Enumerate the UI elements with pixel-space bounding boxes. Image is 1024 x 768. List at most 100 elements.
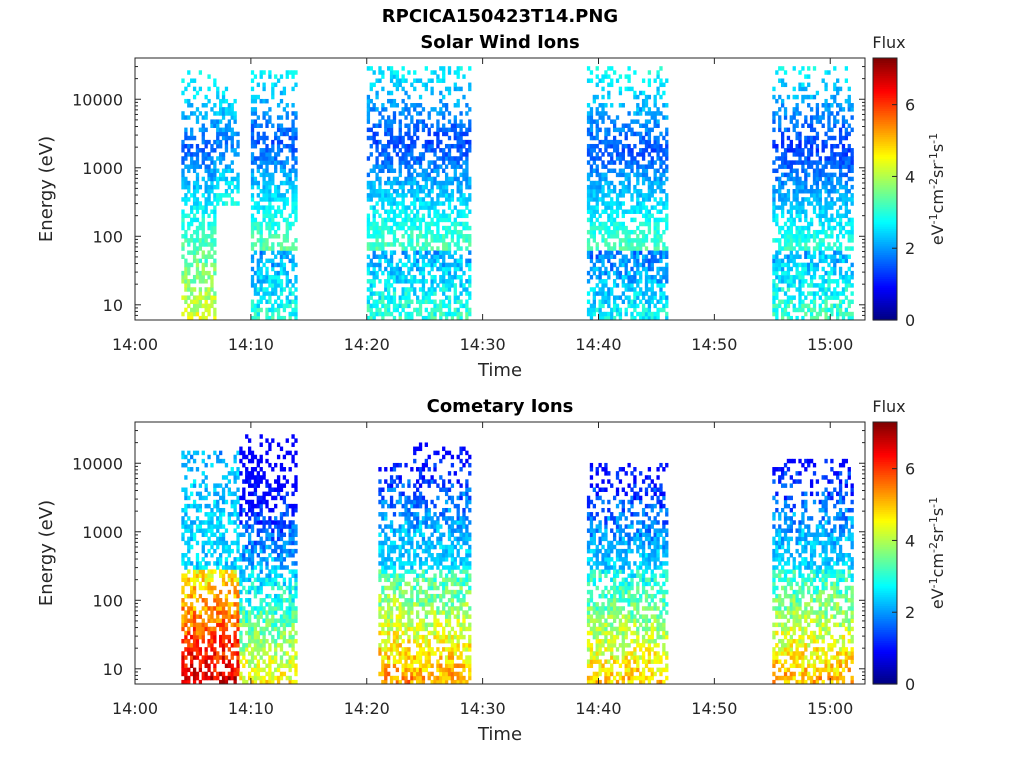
data-cell bbox=[439, 111, 443, 116]
data-cell bbox=[378, 123, 382, 128]
data-cell bbox=[662, 217, 666, 223]
data-cell bbox=[236, 610, 240, 615]
data-cell bbox=[276, 189, 281, 194]
data-cell bbox=[239, 659, 243, 664]
data-cell bbox=[644, 274, 649, 280]
data-cell bbox=[418, 94, 423, 100]
data-cell bbox=[453, 123, 457, 128]
data-cell bbox=[404, 205, 408, 210]
data-cell bbox=[259, 254, 263, 259]
data-cell bbox=[291, 205, 295, 210]
data-cell bbox=[662, 152, 666, 157]
data-cell bbox=[447, 160, 452, 165]
data-cell bbox=[236, 467, 240, 472]
data-cell bbox=[653, 115, 657, 120]
data-cell bbox=[291, 209, 295, 214]
data-cell bbox=[847, 123, 851, 128]
data-cell bbox=[830, 164, 834, 169]
data-cell bbox=[181, 614, 185, 619]
data-cell bbox=[607, 225, 611, 231]
data-cell bbox=[213, 250, 217, 255]
data-cell bbox=[207, 626, 211, 632]
data-cell bbox=[459, 229, 463, 235]
data-cell bbox=[369, 168, 373, 174]
data-cell bbox=[187, 184, 191, 190]
data-cell bbox=[285, 156, 289, 161]
data-cell bbox=[821, 115, 825, 120]
data-cell bbox=[627, 209, 631, 214]
data-cell bbox=[815, 103, 820, 108]
data-cell bbox=[253, 156, 258, 161]
data-cell bbox=[447, 262, 452, 268]
data-cell bbox=[250, 213, 255, 219]
data-cell bbox=[430, 205, 434, 210]
data-cell bbox=[285, 74, 289, 79]
data-cell bbox=[815, 291, 820, 296]
data-cell bbox=[369, 303, 373, 309]
data-cell bbox=[256, 209, 260, 214]
x-tick-label: 14:50 bbox=[691, 335, 737, 354]
data-cell bbox=[601, 172, 605, 178]
data-cell bbox=[792, 238, 796, 243]
data-cell bbox=[792, 254, 796, 259]
data-cell bbox=[384, 217, 388, 223]
data-cell bbox=[592, 225, 596, 231]
data-cell bbox=[407, 127, 411, 133]
data-cell bbox=[798, 176, 802, 182]
data-cell bbox=[387, 307, 391, 313]
data-cell bbox=[644, 193, 649, 198]
colorbar-tick-label: 4 bbox=[905, 167, 915, 186]
data-cell bbox=[801, 160, 805, 165]
data-cell bbox=[841, 258, 846, 264]
data-cell bbox=[213, 221, 217, 227]
data-cell bbox=[236, 548, 240, 554]
data-cell bbox=[433, 209, 437, 214]
data-cell bbox=[279, 115, 284, 120]
data-cell bbox=[424, 238, 428, 243]
data-cell bbox=[795, 262, 799, 268]
data-cell bbox=[607, 115, 611, 120]
data-cell bbox=[418, 229, 423, 235]
data-cell bbox=[804, 295, 808, 300]
data-cell bbox=[830, 148, 834, 153]
data-cell bbox=[659, 148, 663, 153]
data-cell bbox=[230, 667, 234, 673]
data-cell bbox=[366, 315, 371, 321]
data-cell bbox=[450, 123, 455, 128]
data-cell bbox=[250, 180, 255, 186]
data-cell bbox=[459, 143, 463, 149]
data-cell bbox=[465, 238, 469, 243]
data-cell bbox=[595, 123, 599, 128]
data-cell bbox=[459, 164, 463, 169]
data-cell bbox=[239, 565, 243, 570]
data-cell bbox=[827, 283, 831, 288]
data-cell bbox=[772, 127, 776, 133]
data-cell bbox=[291, 299, 295, 305]
data-cell bbox=[366, 242, 371, 247]
data-cell bbox=[236, 532, 240, 538]
data-cell bbox=[468, 139, 472, 145]
data-cell bbox=[804, 189, 808, 194]
data-cell bbox=[650, 283, 654, 288]
data-cell bbox=[595, 193, 599, 198]
data-cell bbox=[207, 225, 211, 231]
data-cell bbox=[812, 270, 817, 276]
data-cell bbox=[213, 651, 217, 656]
data-cell bbox=[456, 131, 460, 137]
data-cell bbox=[233, 638, 237, 644]
data-cell bbox=[427, 229, 431, 235]
colorbar-segment bbox=[873, 106, 897, 109]
data-cell bbox=[424, 242, 428, 247]
data-cell bbox=[190, 217, 194, 223]
data-cell bbox=[783, 274, 788, 280]
data-cell bbox=[279, 148, 284, 153]
data-cell bbox=[827, 225, 831, 231]
data-cell bbox=[804, 311, 808, 317]
data-cell bbox=[407, 168, 411, 174]
data-cell bbox=[656, 135, 660, 141]
data-cell bbox=[595, 283, 599, 288]
colorbar-segment bbox=[873, 68, 897, 72]
data-cell bbox=[210, 262, 214, 268]
data-cell bbox=[253, 307, 258, 313]
